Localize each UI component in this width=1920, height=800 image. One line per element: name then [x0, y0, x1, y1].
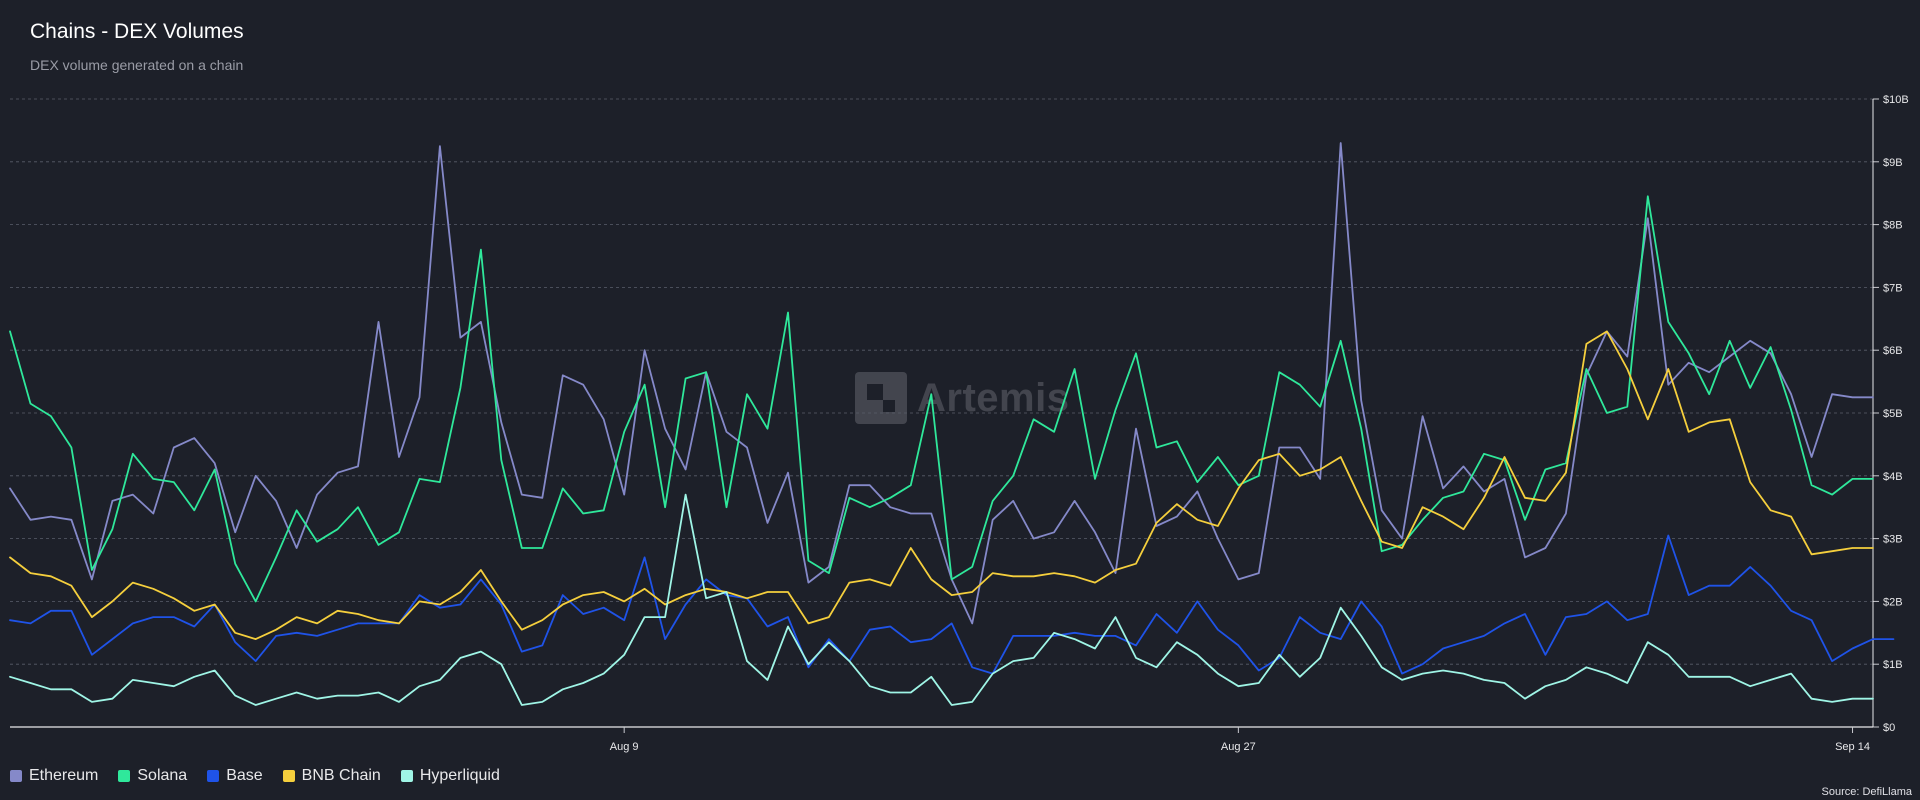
- legend-item-base[interactable]: Base: [207, 767, 263, 785]
- series-line-solana[interactable]: [9, 195, 1874, 603]
- legend-swatch: [207, 770, 220, 782]
- series-line-ethereum[interactable]: [9, 142, 1874, 625]
- y-tick-label: $2B: [1883, 596, 1903, 608]
- y-tick-label: $4B: [1883, 471, 1903, 483]
- y-tick-label: $0: [1883, 722, 1895, 734]
- legend-item-ethereum[interactable]: Ethereum: [10, 767, 98, 785]
- legend-item-hyperliquid[interactable]: Hyperliquid: [400, 767, 500, 785]
- legend-label: Solana: [137, 767, 188, 784]
- legend-item-solana[interactable]: Solana: [118, 767, 187, 785]
- legend-swatch: [282, 770, 295, 782]
- chart-title: Chains - DEX Volumes: [30, 20, 244, 43]
- legend-swatch: [118, 770, 131, 782]
- x-tick-label: Aug 27: [1221, 741, 1256, 753]
- series-line-hyperliquid[interactable]: [9, 493, 1874, 706]
- y-tick-label: $5B: [1883, 408, 1903, 420]
- y-tick-label: $8B: [1883, 220, 1903, 232]
- y-tick-label: $6B: [1883, 345, 1903, 357]
- y-tick-label: $10B: [1883, 94, 1909, 106]
- series-lines: [9, 142, 1895, 706]
- series-line-bnb-chain[interactable]: [9, 330, 1874, 640]
- watermark-text: Artemis: [917, 375, 1070, 420]
- line-chart[interactable]: $0 $1B $2B $3B $4B $5B $6B $7B $8B $9B $10B Aug 9 A…: [0, 0, 1920, 760]
- legend-swatch: [400, 770, 413, 782]
- x-tick-label: Sep 14: [1835, 741, 1870, 753]
- y-tick-label: $7B: [1883, 282, 1903, 294]
- legend-label: Base: [226, 767, 263, 784]
- legend-item-bnb-chain[interactable]: BNB Chain: [282, 767, 381, 785]
- chart-subtitle: DEX volume generated on a chain: [30, 57, 244, 73]
- series-line-base[interactable]: [9, 534, 1895, 675]
- watermark: Artemis: [855, 372, 1069, 424]
- legend-swatch: [10, 770, 22, 782]
- legend-label: Ethereum: [29, 767, 99, 784]
- y-tick-label: $9B: [1883, 157, 1903, 169]
- legend-label: BNB Chain: [301, 767, 381, 784]
- legend-label: Hyperliquid: [419, 767, 500, 784]
- axes: [10, 98, 1879, 733]
- gridlines: [10, 98, 1873, 665]
- x-tick-label: Aug 9: [610, 741, 639, 753]
- source-note: Source: DefiLlama: [1821, 786, 1913, 798]
- y-tick-label: $1B: [1883, 659, 1903, 671]
- artemis-logo-icon: [855, 372, 907, 424]
- y-tick-label: $3B: [1883, 534, 1903, 546]
- y-tick-labels: $0 $1B $2B $3B $4B $5B $6B $7B $8B $9B $10B: [1883, 94, 1909, 734]
- legend: Ethereum Solana Base BNB Chain Hyperliquid: [10, 767, 500, 785]
